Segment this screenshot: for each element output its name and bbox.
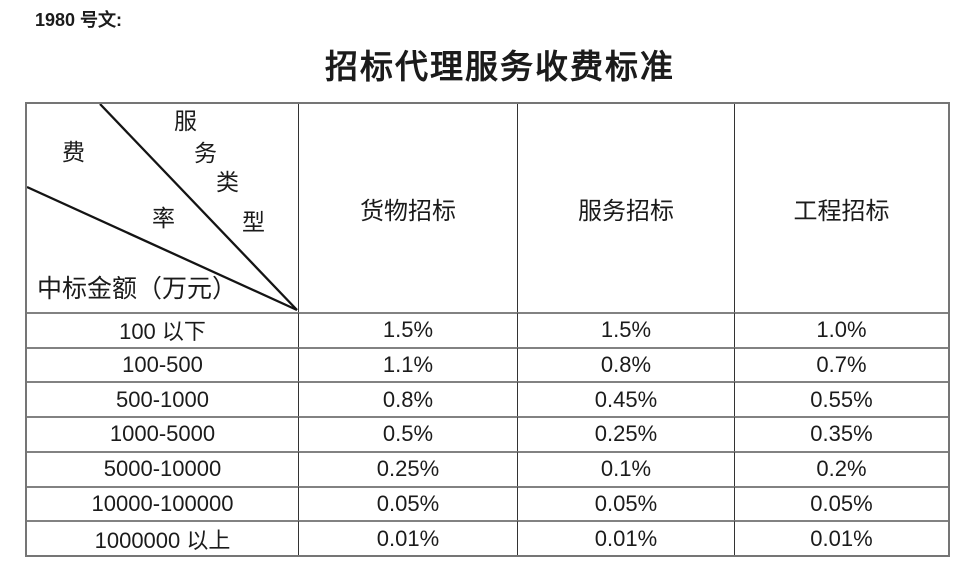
amount-cell: 100-500 <box>27 346 298 382</box>
rate-cell: 0.45% <box>517 381 734 417</box>
diagonal-divider-lines <box>27 104 298 312</box>
rate-cell: 0.05% <box>298 485 517 521</box>
rate-cell: 0.1% <box>517 450 734 486</box>
rate-cell: 1.5% <box>517 312 734 347</box>
rate-cell: 0.2% <box>734 450 948 486</box>
rate-cell: 0.01% <box>517 520 734 555</box>
amount-cell: 500-1000 <box>27 381 298 416</box>
rate-cell: 0.7% <box>734 346 948 382</box>
doc-number: 1980 号文: <box>35 10 123 30</box>
rate-cell: 1.1% <box>298 346 517 382</box>
amount-cell: 100 以下 <box>27 312 298 347</box>
corner-service-type-char: 服 <box>174 109 197 135</box>
rate-cell: 0.05% <box>517 485 734 521</box>
column-header-goods: 货物招标 <box>298 104 517 312</box>
column-header-services: 服务招标 <box>517 104 734 312</box>
corner-service-type-char: 类 <box>216 170 239 196</box>
amount-cell: 10000-100000 <box>27 485 298 521</box>
amount-cell: 1000-5000 <box>27 416 298 451</box>
rate-cell: 1.0% <box>734 312 948 347</box>
rate-cell: 0.01% <box>298 520 517 555</box>
amount-cell: 5000-10000 <box>27 450 298 486</box>
rate-cell: 0.55% <box>734 381 948 417</box>
column-header-engineering: 工程招标 <box>734 104 948 312</box>
amount-cell: 1000000 以上 <box>27 520 298 555</box>
rate-cell: 0.8% <box>517 346 734 382</box>
fee-table: 服 务 类 型 费 率 中标金额（万元） 货物招标 服务招标 工程招标 100 … <box>25 102 950 557</box>
corner-amount-label: 中标金额（万元） <box>37 274 238 303</box>
table-corner-cell: 服 务 类 型 费 率 中标金额（万元） <box>27 104 298 312</box>
corner-service-type-char: 型 <box>242 210 265 236</box>
rate-cell: 0.05% <box>734 485 948 521</box>
corner-service-type-char: 务 <box>194 141 217 167</box>
corner-fee-rate-char: 费 <box>62 140 85 166</box>
corner-fee-rate-char: 率 <box>152 206 175 232</box>
rate-cell: 0.01% <box>734 520 948 555</box>
rate-cell: 0.25% <box>517 416 734 451</box>
rate-cell: 0.8% <box>298 381 517 417</box>
rate-cell: 0.5% <box>298 416 517 451</box>
rate-cell: 0.35% <box>734 416 948 451</box>
rate-cell: 1.5% <box>298 312 517 347</box>
page-title: 招标代理服务收费标准 <box>325 47 675 86</box>
rate-cell: 0.25% <box>298 450 517 486</box>
